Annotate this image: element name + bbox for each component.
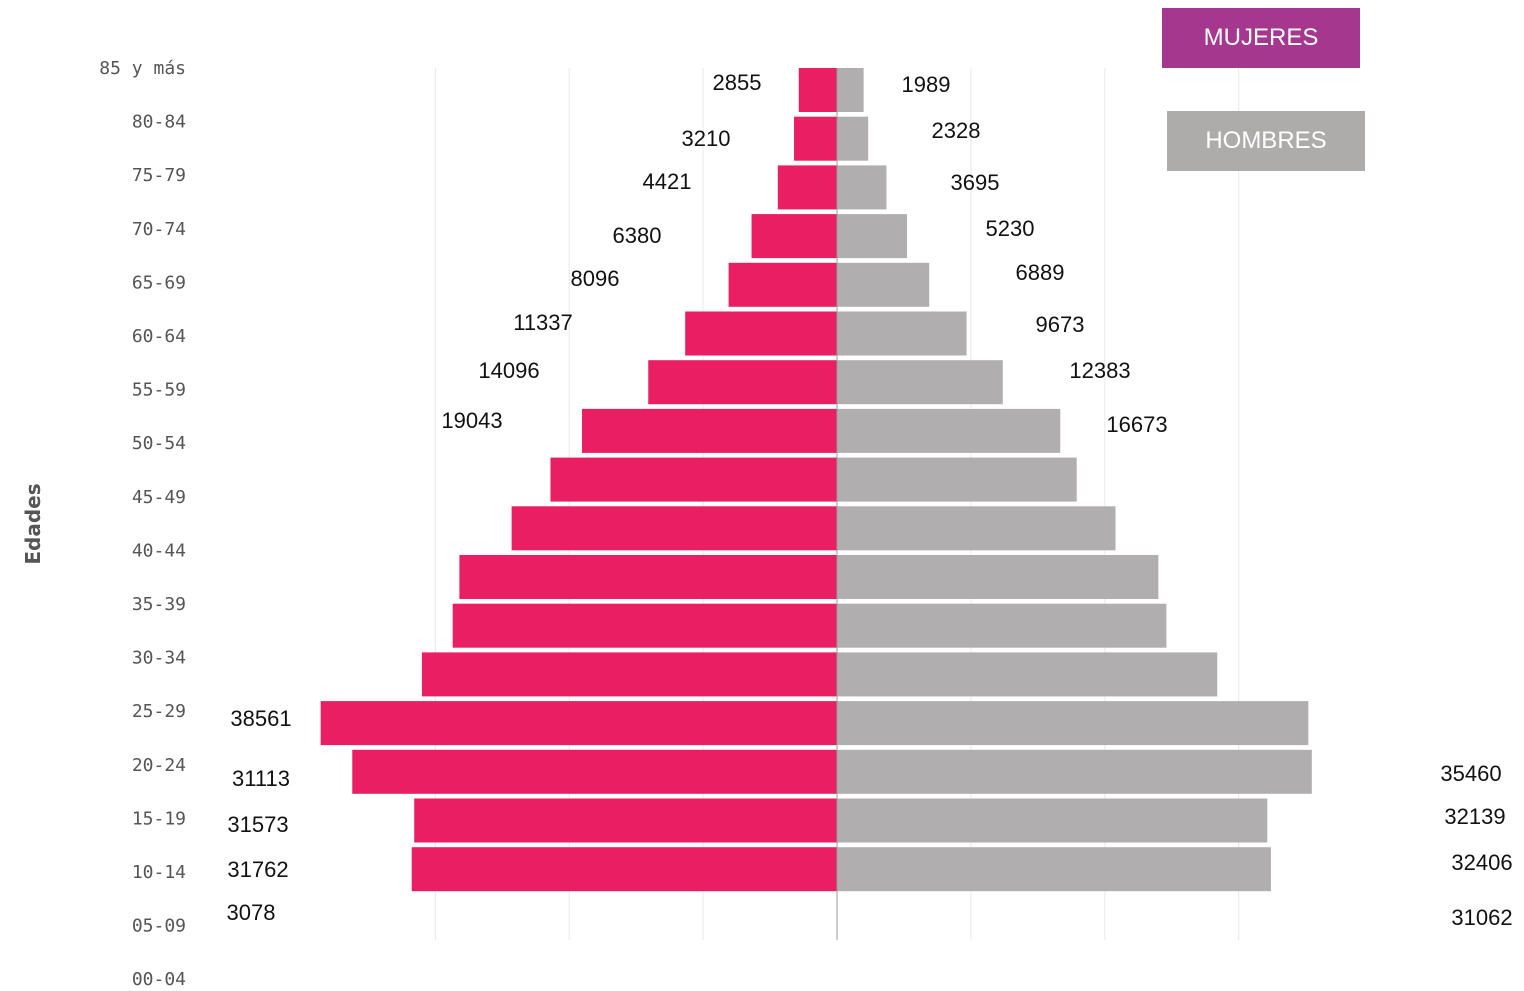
y-axis-title: Edades <box>21 483 45 564</box>
value-label-hombres: 3695 <box>951 170 1000 195</box>
value-label-hombres: 12383 <box>1069 358 1130 383</box>
value-label-hombres: 31062 <box>1451 905 1512 930</box>
bar-mujeres <box>751 214 837 259</box>
bar-mujeres <box>777 165 837 210</box>
age-tick-label: 35-39 <box>132 594 186 615</box>
bar-mujeres <box>685 311 837 356</box>
bar-hombres <box>837 68 864 112</box>
value-label-mujeres: 4421 <box>643 169 692 194</box>
bar-mujeres <box>452 603 837 648</box>
bar-hombres <box>837 262 930 307</box>
bar-mujeres <box>411 847 837 892</box>
value-label-mujeres: 14096 <box>478 358 539 383</box>
age-tick-label: 85 y más <box>99 58 186 79</box>
bar-mujeres <box>421 652 837 697</box>
value-label-mujeres: 2855 <box>713 70 762 95</box>
bar-hombres <box>837 603 1167 648</box>
bar-mujeres <box>794 116 837 161</box>
value-label-hombres: 32139 <box>1444 804 1505 829</box>
value-labels: 2855 3210 4421 6380 8096 11337 14096 19043 38561… <box>227 70 1513 930</box>
bar-hombres <box>837 116 869 161</box>
value-label-mujeres: 3210 <box>682 126 731 151</box>
bar-hombres <box>837 311 967 356</box>
bar-mujeres <box>728 262 837 307</box>
value-label-hombres: 16673 <box>1106 412 1167 437</box>
legend-mujeres: MUJERES <box>1162 8 1360 68</box>
bar-hombres <box>837 652 1218 697</box>
age-tick-label: 05-09 <box>132 916 186 937</box>
age-tick-label: 65-69 <box>132 272 186 293</box>
bars <box>320 68 1312 940</box>
bar-mujeres <box>352 749 837 794</box>
value-label-mujeres: 31573 <box>227 812 288 837</box>
value-label-hombres: 5230 <box>986 216 1035 241</box>
age-tick-label: 25-29 <box>132 701 186 722</box>
value-label-mujeres: 19043 <box>441 408 502 433</box>
value-label-hombres: 32406 <box>1451 850 1512 875</box>
age-labels: 85 y más 80-84 75-79 70-74 65-69 60-64 55-59 50… <box>99 58 186 990</box>
value-label-mujeres: 11337 <box>513 310 573 335</box>
age-tick-label: 40-44 <box>132 540 186 561</box>
value-label-mujeres: 8096 <box>571 266 620 291</box>
age-tick-label: 80-84 <box>132 112 186 133</box>
gridlines <box>434 68 1240 940</box>
bar-mujeres <box>550 457 837 502</box>
age-tick-label: 30-34 <box>132 648 186 669</box>
bar-hombres <box>837 457 1077 502</box>
bar-hombres <box>837 749 1312 794</box>
bar-mujeres <box>320 701 837 746</box>
bar-hombres <box>837 701 1309 746</box>
value-label-hombres: 9673 <box>1036 312 1085 337</box>
bar-hombres <box>837 408 1061 453</box>
bar-hombres <box>837 798 1268 843</box>
age-tick-label: 70-74 <box>132 219 186 240</box>
bar-hombres <box>837 360 1003 405</box>
value-label-hombres: 1989 <box>902 72 951 97</box>
age-tick-label: 50-54 <box>132 433 186 454</box>
value-label-mujeres: 31762 <box>227 857 288 882</box>
bar-mujeres <box>582 408 837 453</box>
bar-mujeres <box>648 360 837 405</box>
legend-hombres-label: HOMBRES <box>1205 127 1327 154</box>
age-tick-label: 60-64 <box>132 326 186 347</box>
age-tick-label: 75-79 <box>132 165 186 186</box>
age-tick-label: 20-24 <box>132 755 186 776</box>
legend-mujeres-label: MUJERES <box>1203 24 1319 51</box>
value-label-hombres: 2328 <box>932 118 981 143</box>
age-tick-label: 15-19 <box>132 808 186 829</box>
bar-mujeres <box>798 68 837 112</box>
age-tick-label: 00-04 <box>132 969 186 990</box>
bar-hombres <box>837 847 1271 892</box>
bar-mujeres <box>459 555 837 599</box>
age-tick-label: 45-49 <box>132 487 186 508</box>
legend-hombres: HOMBRES <box>1167 111 1365 171</box>
bar-hombres <box>837 165 887 210</box>
value-label-mujeres: 31113 <box>232 766 290 791</box>
bar-mujeres <box>511 506 837 551</box>
bar-hombres <box>837 506 1116 551</box>
bar-mujeres <box>414 798 837 843</box>
bar-hombres <box>837 555 1159 599</box>
value-label-hombres: 35460 <box>1440 761 1501 786</box>
value-label-mujeres: 6380 <box>613 223 662 248</box>
value-label-mujeres: 38561 <box>230 706 291 731</box>
bar-hombres <box>837 214 908 259</box>
value-label-hombres: 6889 <box>1016 260 1065 285</box>
age-tick-label: 55-59 <box>132 380 186 401</box>
value-label-mujeres: 3078 <box>227 900 276 925</box>
age-tick-label: 10-14 <box>132 862 186 883</box>
